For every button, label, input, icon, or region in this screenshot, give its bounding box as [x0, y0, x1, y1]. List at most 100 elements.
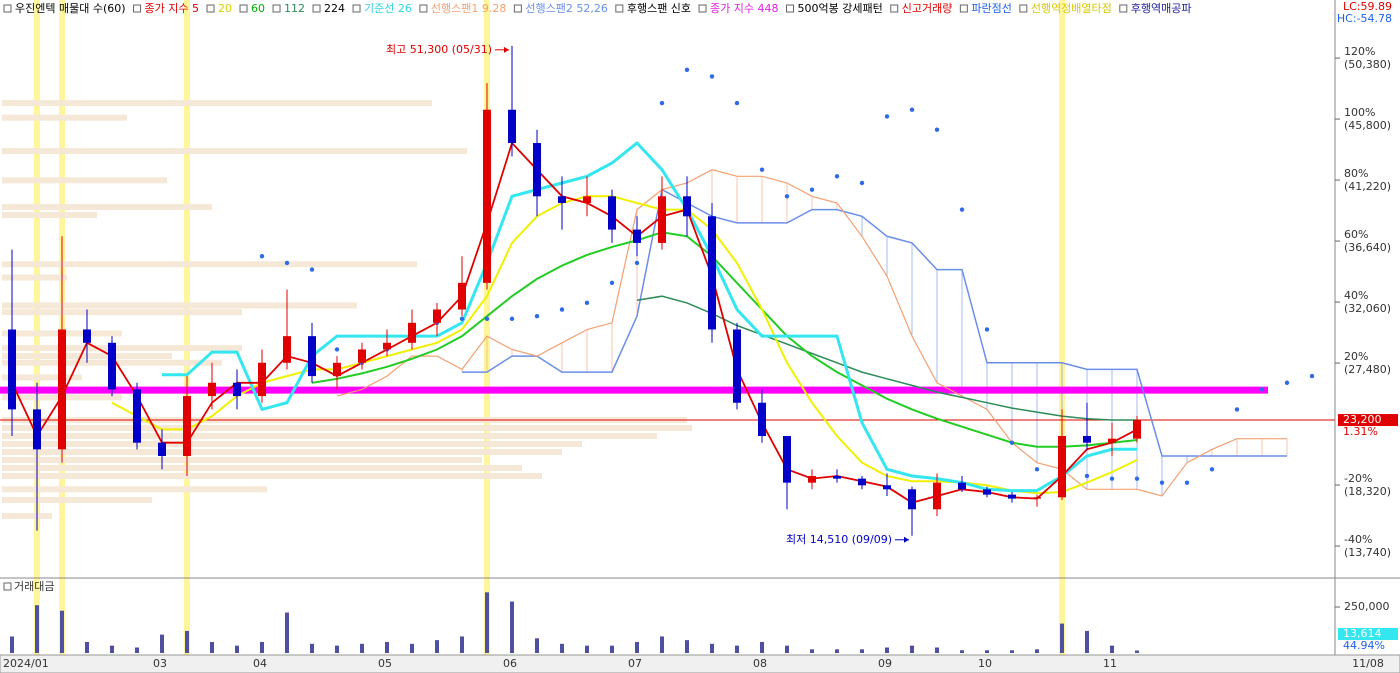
volume-tick-label: 250,000: [1344, 600, 1390, 613]
volume-title: 거래대금: [14, 580, 54, 593]
dot-marker: [1134, 476, 1140, 481]
volume-bar: [985, 650, 989, 653]
candle-body: [333, 362, 341, 377]
volume-profile-bar: [2, 496, 152, 503]
volume-bar: [410, 643, 414, 653]
dot-marker: [259, 254, 265, 259]
volume-bar: [460, 636, 464, 653]
volume-bar: [285, 612, 289, 653]
candle-body: [1008, 494, 1016, 499]
volume-profile-bar: [2, 433, 657, 440]
dot-marker: [1084, 473, 1090, 479]
dot-marker: [909, 107, 915, 112]
volume-profile-bar: [2, 512, 52, 519]
volume-bar: [85, 641, 89, 653]
dot-marker: [1159, 480, 1165, 485]
legend-box: [272, 4, 281, 13]
dot-marker: [1309, 373, 1315, 379]
volume-bar: [435, 640, 439, 653]
candle-body: [133, 389, 141, 443]
volume-profile-bar: [2, 486, 267, 493]
legend-box: [133, 4, 142, 13]
candle-body: [108, 342, 116, 390]
x-axis-bar: [0, 654, 1400, 673]
lc-label: LC:59.89: [1343, 0, 1392, 13]
annotation: 최저 14,510 (09/09): [786, 533, 892, 546]
volume-profile-bar: [2, 441, 582, 448]
indicator-line: [311, 231, 1138, 448]
dot-marker: [709, 74, 715, 79]
volume-bar: [835, 649, 839, 653]
y-tick-pct: -20%: [1344, 472, 1372, 485]
dot-marker: [584, 300, 590, 306]
candle-body: [1058, 436, 1066, 498]
legend-item: 후행역매공파: [1131, 2, 1192, 15]
y-tick-label: (41,220): [1344, 180, 1391, 193]
y-tick-pct: 20%: [1344, 350, 1368, 363]
y-tick-pct: 80%: [1344, 167, 1368, 180]
volume-bar: [1085, 630, 1089, 653]
candle-body: [933, 482, 941, 510]
signal-highlight: [1059, 0, 1065, 655]
volume-profile-bar: [2, 100, 432, 107]
dot-marker: [509, 316, 515, 322]
candle-body: [783, 436, 791, 483]
volume-bar: [10, 636, 14, 653]
volume-profile-bar: [2, 177, 167, 184]
candle-body: [383, 342, 391, 350]
candle-body: [1108, 438, 1116, 443]
volume-bar: [960, 650, 964, 653]
volume-profile-bar: [2, 148, 467, 155]
volume-bar: [910, 645, 914, 653]
legend-item: 종가 지수 448: [710, 2, 778, 15]
volume-bar: [635, 641, 639, 653]
dot-marker: [1034, 467, 1040, 472]
volume-bar: [35, 605, 39, 653]
volume-profile-bar: [2, 345, 242, 352]
dot-marker: [1009, 440, 1015, 445]
volume-bar: [735, 645, 739, 653]
dot-marker: [609, 280, 615, 286]
legend-item: 종가 지수 5: [145, 2, 199, 15]
volume-bar: [485, 592, 489, 653]
volume-profile-bar: [2, 425, 692, 432]
legend-box: [1019, 4, 1028, 13]
dot-marker: [534, 313, 540, 319]
dot-marker: [784, 194, 790, 199]
y-tick-pct: 120%: [1344, 45, 1375, 58]
dot-marker: [809, 187, 815, 192]
candle-body: [1083, 436, 1091, 443]
dot-marker: [459, 316, 465, 322]
candle-body: [883, 485, 891, 490]
candle-body: [408, 322, 416, 343]
volume-bar: [310, 643, 314, 653]
indicator-line: [462, 188, 1287, 457]
price-change: 1.31%: [1343, 425, 1378, 438]
legend-item: 선행스팬2 52,26: [525, 2, 607, 15]
volume-profile-bar: [2, 457, 482, 464]
x-tick-label: 04: [253, 657, 267, 670]
legend-box: [786, 4, 795, 13]
signal-highlight: [184, 0, 190, 655]
volume-bar: [135, 647, 139, 653]
indicator-line: [162, 140, 1137, 493]
volume-profile-bar: [2, 449, 562, 456]
x-tick-label: 03: [153, 657, 167, 670]
candle-body: [858, 478, 866, 486]
legend-box: [419, 4, 428, 13]
volume-bar: [710, 643, 714, 653]
candle-body: [158, 442, 166, 457]
volume-profile-bar: [2, 374, 82, 381]
legend-box: [513, 4, 522, 13]
legend-box: [239, 4, 248, 13]
volume-bar: [185, 630, 189, 653]
x-tick-label: 06: [503, 657, 517, 670]
candle-body: [8, 329, 16, 410]
dot-marker: [684, 67, 690, 72]
y-tick-pct: 100%: [1344, 106, 1375, 119]
legend-item: 224: [324, 2, 345, 15]
dot-marker: [284, 260, 290, 266]
volume-tag-label: 13,614: [1343, 627, 1382, 640]
legend-box: [959, 4, 968, 13]
dot-marker: [484, 316, 490, 322]
